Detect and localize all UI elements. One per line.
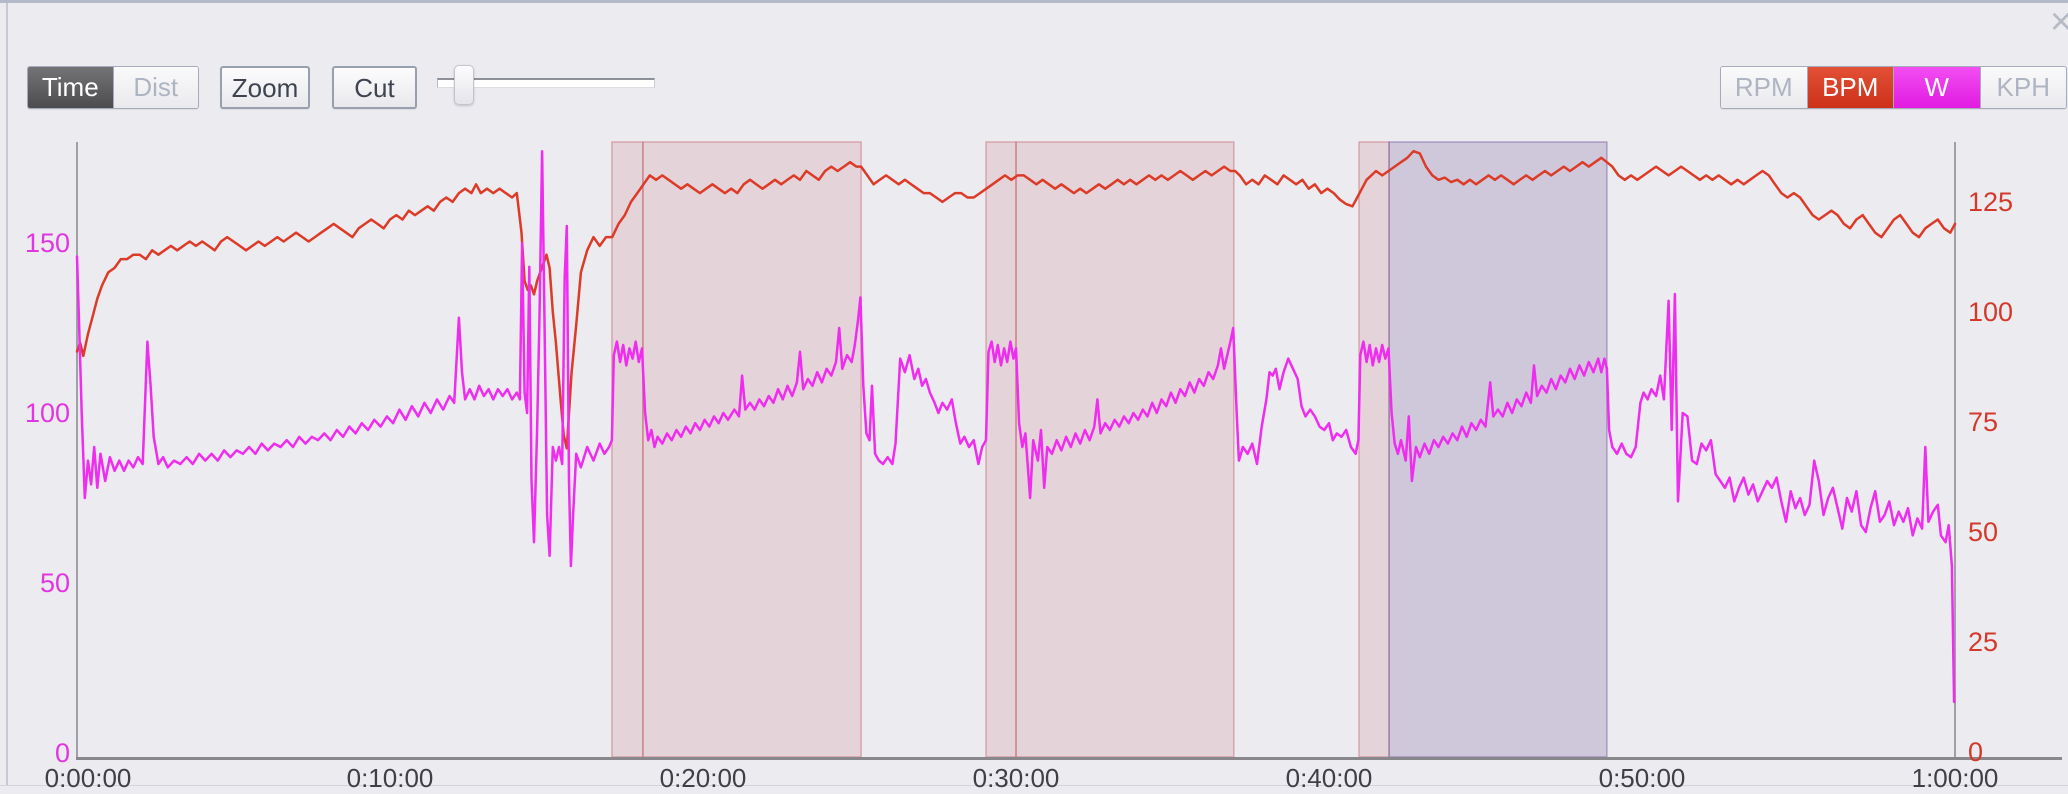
panel-bottom-border — [0, 785, 2068, 786]
right-axis-tick-100: 100 — [1968, 296, 2014, 327]
zoom-slider-track[interactable] — [437, 78, 655, 88]
x-axis-tick-0:30:00: 0:30:00 — [972, 763, 1060, 793]
series-heart-rate — [75, 149, 1957, 450]
rpm-toggle[interactable]: RPM — [1721, 67, 1808, 108]
right-axis-tick-50: 50 — [1968, 516, 1999, 547]
region-interval-lead-3[interactable] — [1358, 141, 1390, 758]
kph-toggle[interactable]: KPH — [1980, 67, 2066, 108]
dist-mode-button[interactable]: Dist — [113, 67, 198, 108]
series-power — [75, 149, 1956, 704]
time-mode-button[interactable]: Time — [28, 67, 114, 108]
time-dist-toggle: Time Dist — [27, 66, 199, 109]
left-axis-tick-50: 50 — [39, 567, 70, 598]
right-axis-tick-25: 25 — [1968, 626, 1999, 657]
right-axis-tick-75: 75 — [1968, 406, 1999, 437]
left-axis-tick-100: 100 — [24, 397, 70, 428]
x-axis-tick-0:50:00: 0:50:00 — [1598, 763, 1686, 793]
panel-left-border — [6, 3, 8, 785]
region-interval-main-1[interactable] — [642, 141, 862, 758]
zoom-slider-handle[interactable] — [453, 65, 474, 105]
bpm-toggle[interactable]: BPM — [1807, 67, 1894, 108]
region-interval-selected[interactable] — [1388, 141, 1608, 758]
x-axis-tick-0:10:00: 0:10:00 — [346, 763, 434, 793]
x-axis-tick-0:40:00: 0:40:00 — [1285, 763, 1373, 793]
zoom-button[interactable]: Zoom — [220, 66, 310, 109]
left-axis-tick-0: 0 — [54, 738, 70, 768]
x-axis-tick-0:20:00: 0:20:00 — [659, 763, 747, 793]
x-axis-tick-0:00:00: 0:00:00 — [44, 763, 132, 793]
window-top-edge — [0, 0, 2068, 3]
right-axis-tick-125: 125 — [1968, 186, 2014, 217]
cut-button[interactable]: Cut — [332, 66, 417, 109]
left-axis-tick-150: 150 — [24, 227, 70, 258]
region-interval-lead-2[interactable] — [985, 141, 1017, 758]
close-icon[interactable]: × — [2050, 1, 2068, 43]
region-interval-lead-1[interactable] — [611, 141, 644, 758]
watts-toggle[interactable]: W — [1894, 67, 1981, 108]
unit-toggle-group: RPM BPM W KPH — [1720, 66, 2067, 109]
right-axis-tick-0: 0 — [1968, 737, 1984, 767]
x-axis-tick-1:00:00: 1:00:00 — [1911, 763, 1999, 793]
